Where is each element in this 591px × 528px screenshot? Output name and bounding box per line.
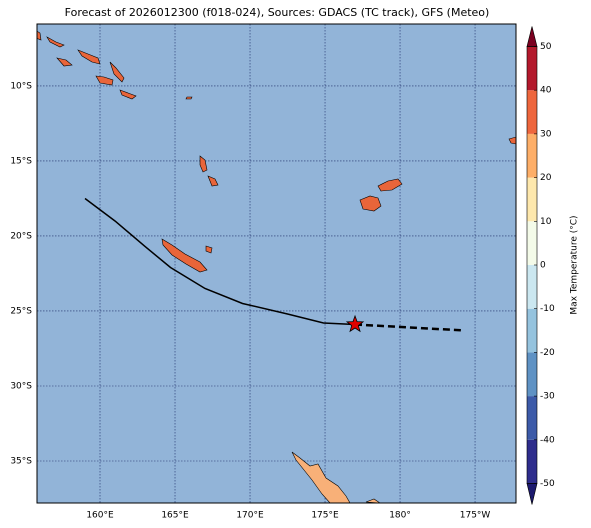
storm-track <box>84 197 356 326</box>
colorbar-tick-label: 40 <box>540 86 552 96</box>
colorbar-over <box>526 26 538 47</box>
colorbar-tick-label: 10 <box>540 217 552 227</box>
forecast-track <box>354 323 465 332</box>
colorbar-band <box>527 439 537 484</box>
colorbar-tick-label: -20 <box>540 348 555 358</box>
colorbar-label: Max Temperature (°C) <box>570 215 580 314</box>
x-tick-label: 175°E <box>311 511 339 521</box>
colorbar-band <box>527 46 537 91</box>
y-tick-label: 35°S <box>10 456 32 466</box>
colorbar-tick-label: -10 <box>540 304 555 314</box>
y-tick-label: 15°S <box>10 156 32 166</box>
y-tick-label: 20°S <box>10 231 32 241</box>
x-tick-label: 180° <box>389 511 411 521</box>
colorbar-band <box>527 265 537 309</box>
colorbar-tick-label: 20 <box>540 173 552 183</box>
x-tick-label: 175°W <box>460 511 491 521</box>
title: Forecast of 2026012300 (f018-024), Sourc… <box>65 6 490 19</box>
colorbar-tick-label: 50 <box>540 42 552 52</box>
colorbar-tick-label: -50 <box>540 479 555 489</box>
x-tick-label: 170°E <box>236 511 264 521</box>
colorbar-band <box>527 221 537 265</box>
colorbar-tick-label: -40 <box>540 435 555 445</box>
colorbar-band <box>527 90 537 134</box>
colorbar-tick-label: 30 <box>540 129 552 139</box>
x-tick-label: 160°E <box>86 511 114 521</box>
colorbar-band <box>527 308 537 353</box>
map-frame <box>36 23 517 504</box>
colorbar-under <box>526 483 538 505</box>
x-tick-label: 165°E <box>161 511 189 521</box>
y-tick-label: 10°S <box>10 81 32 91</box>
land <box>37 30 516 503</box>
colorbar-band <box>527 396 537 440</box>
colorbar-band <box>527 133 537 178</box>
colorbar-band <box>527 352 537 397</box>
ocean <box>37 24 516 503</box>
colorbar-tick-label: -30 <box>540 392 555 402</box>
colorbar-band <box>527 177 537 222</box>
y-tick-label: 30°S <box>10 381 32 391</box>
y-tick-label: 25°S <box>10 306 32 316</box>
storm-position <box>345 314 365 333</box>
colorbar-tick-label: 0 <box>540 261 546 271</box>
